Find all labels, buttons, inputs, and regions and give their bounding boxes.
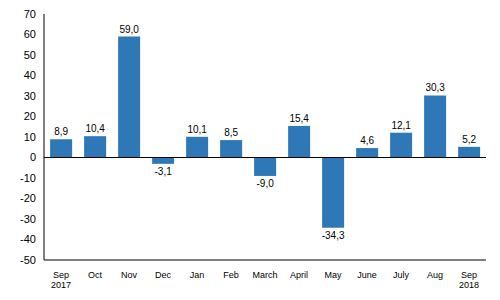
svg-text:-10: -10 <box>20 172 36 184</box>
svg-text:70: 70 <box>24 8 36 20</box>
svg-text:Feb: Feb <box>223 270 239 280</box>
svg-text:May: May <box>324 270 342 280</box>
svg-text:50: 50 <box>24 49 36 61</box>
svg-text:-20: -20 <box>20 192 36 204</box>
svg-text:30,3: 30,3 <box>425 82 445 93</box>
svg-text:12,1: 12,1 <box>391 120 411 131</box>
svg-text:Sep2017: Sep2017 <box>51 270 71 290</box>
svg-text:5,2: 5,2 <box>462 134 476 145</box>
svg-text:20: 20 <box>24 110 36 122</box>
svg-text:10,4: 10,4 <box>85 123 105 134</box>
svg-text:4,6: 4,6 <box>360 135 374 146</box>
svg-text:59,0: 59,0 <box>119 24 139 35</box>
svg-text:-9,0: -9,0 <box>257 178 275 189</box>
svg-text:8,5: 8,5 <box>224 127 238 138</box>
svg-text:Oct: Oct <box>88 270 103 280</box>
svg-text:Nov: Nov <box>121 270 138 280</box>
svg-text:Jan: Jan <box>190 270 205 280</box>
svg-text:40: 40 <box>24 69 36 81</box>
svg-text:-50: -50 <box>20 254 36 266</box>
svg-text:15,4: 15,4 <box>289 113 309 124</box>
svg-text:April: April <box>290 270 308 280</box>
svg-text:-34,3: -34,3 <box>322 230 345 241</box>
svg-text:10,1: 10,1 <box>187 124 207 135</box>
svg-text:Dec: Dec <box>155 270 172 280</box>
svg-text:July: July <box>393 270 410 280</box>
svg-text:30: 30 <box>24 90 36 102</box>
svg-text:June: June <box>357 270 377 280</box>
svg-text:-30: -30 <box>20 213 36 225</box>
svg-text:60: 60 <box>24 28 36 40</box>
svg-text:-3,1: -3,1 <box>155 166 173 177</box>
svg-text:0: 0 <box>30 151 36 163</box>
svg-text:Aug: Aug <box>427 270 443 280</box>
svg-text:-40: -40 <box>20 233 36 245</box>
svg-text:10: 10 <box>24 131 36 143</box>
svg-text:March: March <box>252 270 277 280</box>
svg-text:8,9: 8,9 <box>54 126 68 137</box>
svg-text:Sep2018: Sep2018 <box>459 270 479 290</box>
